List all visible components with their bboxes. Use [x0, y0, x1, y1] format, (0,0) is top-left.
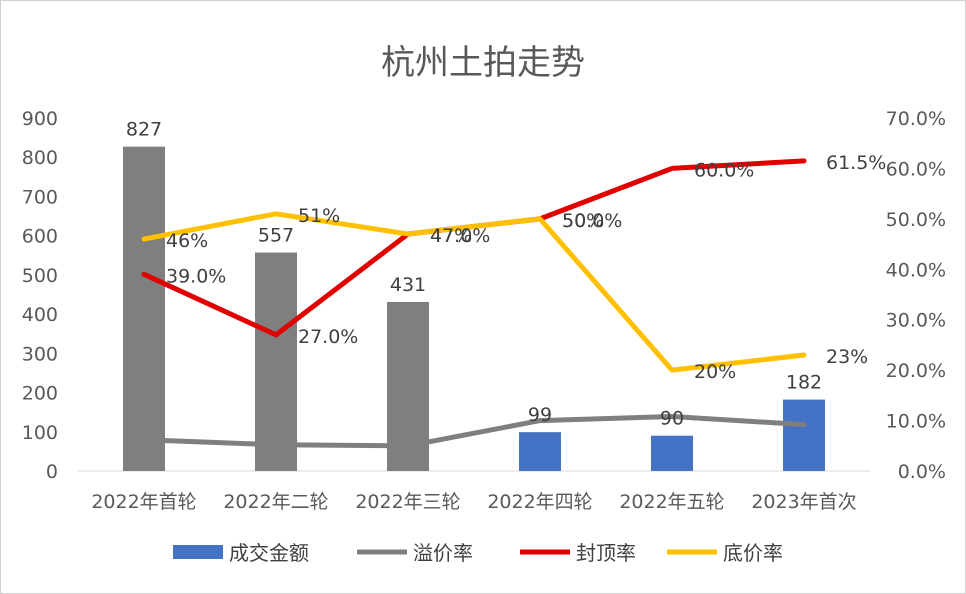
line-data-label: 46%: [166, 230, 208, 252]
line-0: [141, 414, 807, 449]
x-tick-label: 2022年二轮: [223, 491, 328, 513]
line-labels: 39.0% 27.0% 47.0% 50.0% 60.0% 61.5% 46% 51% 47% 5…: [166, 152, 886, 383]
line-data-label: 60.0%: [694, 159, 754, 181]
bar: [783, 399, 825, 471]
bar-labels: 827 557 431 99 90 182: [126, 119, 822, 430]
left-tick-label: 0: [46, 461, 58, 483]
x-tick-label: 2022年五轮: [619, 491, 724, 513]
bar-data-label: 182: [786, 372, 822, 394]
line-data-label: 23%: [826, 346, 868, 368]
legend-swatch: [173, 545, 223, 559]
line-data-label: 27.0%: [298, 326, 358, 348]
line-data-label: 47.0%: [430, 225, 490, 247]
left-tick-label: 300: [22, 343, 58, 365]
bar: [519, 432, 561, 471]
bar: [255, 252, 297, 471]
line-1: [141, 158, 807, 338]
line-2: [141, 211, 807, 373]
legend-label: 成交金额: [229, 541, 309, 565]
bar-data-label: 557: [258, 225, 294, 247]
x-tick-label: 2022年首轮: [91, 491, 196, 513]
bar: [651, 435, 693, 471]
left-tick-label: 700: [22, 186, 58, 208]
left-tick-label: 900: [22, 108, 58, 130]
left-axis: 0 100 200 300 400 500 600 700 800 900: [22, 108, 58, 483]
right-tick-label: 10.0%: [886, 411, 946, 433]
x-axis: 2022年首轮 2022年二轮 2022年三轮 2022年四轮 2022年五轮 2023年…: [91, 491, 856, 513]
line-data-label: 51%: [298, 205, 340, 227]
bar-data-label: 431: [390, 274, 426, 296]
line-data-label: 61.5%: [826, 152, 886, 174]
right-tick-label: 40.0%: [886, 259, 946, 281]
right-axis: 0.0% 10.0% 20.0% 30.0% 40.0% 50.0% 60.0% 70.0%: [886, 108, 946, 483]
line-series: [141, 158, 807, 449]
bar: [123, 146, 165, 472]
legend-label: 封顶率: [576, 541, 636, 565]
x-tick-label: 2023年首次: [751, 491, 856, 513]
line-data-label: 50.0%: [562, 210, 622, 232]
line-data-label: 20%: [694, 361, 736, 383]
line-data-label: 50%: [562, 210, 604, 232]
right-tick-label: 60.0%: [886, 158, 946, 180]
left-tick-label: 200: [22, 383, 58, 405]
left-tick-label: 800: [22, 147, 58, 169]
legend: 成交金额 溢价率 封顶率 底价率: [173, 541, 783, 565]
line-data-label: 47%: [430, 225, 472, 247]
x-tick-label: 2022年三轮: [355, 491, 460, 513]
line-data-label: 39.0%: [166, 265, 226, 287]
left-tick-label: 500: [22, 265, 58, 287]
right-tick-label: 70.0%: [886, 108, 946, 130]
x-tick-label: 2022年四轮: [487, 491, 592, 513]
left-tick-label: 100: [22, 422, 58, 444]
right-tick-label: 50.0%: [886, 209, 946, 231]
legend-label: 溢价率: [413, 541, 473, 565]
left-tick-label: 400: [22, 304, 58, 326]
right-tick-label: 20.0%: [886, 360, 946, 382]
bar-series: [123, 146, 825, 472]
right-tick-label: 30.0%: [886, 310, 946, 332]
bar-data-label: 827: [126, 119, 162, 141]
left-tick-label: 600: [22, 226, 58, 248]
right-tick-label: 0.0%: [898, 461, 946, 483]
chart-title: 杭州土拍走势: [381, 43, 585, 83]
legend-label: 底价率: [723, 541, 783, 565]
bar-data-label: 99: [528, 404, 552, 426]
bar-data-label: 90: [660, 408, 684, 430]
